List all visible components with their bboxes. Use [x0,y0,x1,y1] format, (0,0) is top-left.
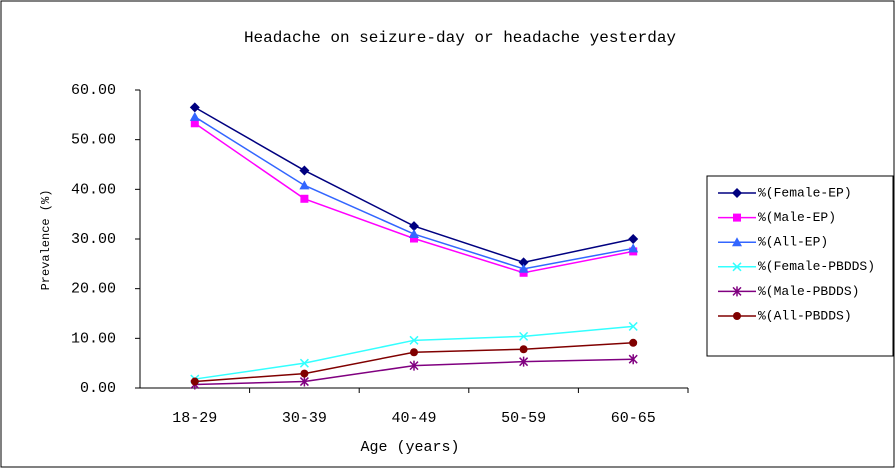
y-tick-label: 50.00 [71,132,116,149]
marker [409,360,419,371]
legend-marker [732,237,742,247]
x-tick-label: 60-65 [611,410,656,427]
y-axis-label: Prevalence (%) [39,190,53,291]
legend-marker [733,312,741,320]
legend-label: %(Male-EP) [758,210,836,225]
legend-marker [732,188,742,198]
marker [519,356,529,367]
marker [628,354,638,365]
marker [299,358,309,368]
legend-marker [732,262,742,272]
x-axis-label: Age (years) [360,439,459,456]
marker [299,180,310,190]
y-tick-label: 20.00 [71,281,116,298]
marker [628,321,638,331]
marker [300,369,309,378]
marker [409,335,419,345]
marker [190,119,199,128]
x-tick-label: 50-59 [501,410,546,427]
legend-label: %(All-PBDDS) [758,308,852,323]
y-tick-label: 0.00 [80,380,116,397]
marker [299,376,309,387]
y-tick-label: 30.00 [71,231,116,248]
marker [410,234,418,243]
x-tick-label: 30-39 [282,410,327,427]
legend-marker [732,286,742,297]
chart-title: Headache on seizure-day or headache yest… [244,29,676,47]
legend: %(Female-EP) %(Male-EP) %(All-EP) %(Female-… [718,185,875,323]
marker [299,165,310,176]
legend-marker [733,213,741,222]
marker [629,338,638,347]
marker [190,377,199,386]
x-tick-label: 18-29 [172,410,217,427]
marker [300,194,309,203]
marker [410,348,418,357]
marker [518,263,529,273]
marker [519,345,528,354]
legend-label: %(All-EP) [758,235,828,250]
y-tick-label: 10.00 [71,330,116,347]
legend-label: %(Male-PBDDS) [758,284,859,299]
legend-label: %(Female-PBDDS) [758,259,875,274]
y-tick-label: 40.00 [71,181,116,198]
marker [628,243,639,253]
marker [519,331,529,341]
y-tick-label: 60.00 [71,82,116,99]
marker [409,221,419,232]
marker [518,257,529,268]
marker [628,234,639,244]
marker [409,229,419,239]
legend-label: %(Female-EP) [758,185,852,200]
marker [189,102,200,113]
marker [189,111,200,121]
x-tick-label: 40-49 [391,410,436,427]
